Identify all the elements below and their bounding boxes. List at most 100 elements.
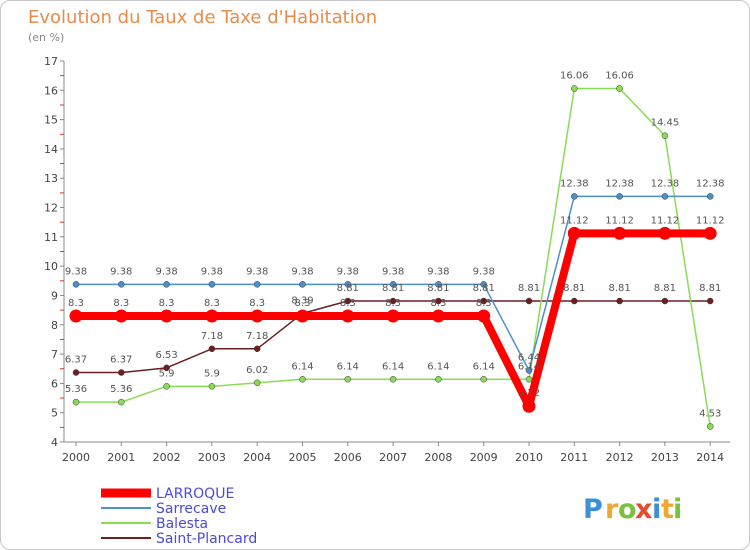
y-tick-label: 7	[51, 348, 58, 361]
data-label: 8.3	[476, 298, 492, 309]
data-label: 8.3	[249, 298, 265, 309]
data-point	[571, 193, 577, 199]
data-point	[432, 309, 445, 322]
data-label: 8.3	[68, 298, 84, 309]
data-label: 7.18	[246, 331, 268, 342]
data-label: 12.38	[651, 178, 680, 189]
data-label: 5.9	[159, 368, 175, 379]
logo-letter: x	[635, 494, 652, 525]
data-point	[613, 227, 626, 240]
data-point	[296, 309, 309, 322]
data-point	[617, 298, 623, 304]
data-point	[390, 376, 396, 382]
data-label: 6.14	[427, 361, 449, 372]
data-point	[118, 281, 124, 287]
data-label: 9.38	[382, 266, 404, 277]
data-point	[115, 309, 128, 322]
data-point	[254, 346, 260, 352]
data-label: 8.3	[430, 298, 446, 309]
y-tick-label: 8	[51, 319, 58, 332]
data-label: 9.38	[473, 266, 495, 277]
data-label: 6.44	[518, 352, 540, 363]
data-label: 11.12	[696, 215, 725, 226]
data-label: 6.37	[110, 355, 132, 366]
data-label: 8.81	[518, 283, 540, 294]
data-point	[571, 298, 577, 304]
logo-letter: i	[673, 494, 682, 525]
data-label: 6.14	[473, 361, 495, 372]
data-label: 9.38	[291, 266, 313, 277]
data-label: 5.22	[518, 388, 540, 399]
data-point	[70, 309, 83, 322]
y-tick-label: 10	[44, 260, 58, 273]
data-point	[387, 309, 400, 322]
x-tick-label: 2000	[62, 451, 90, 464]
chart-frame: Evolution du Taux de Taxe d'Habitation (…	[0, 0, 750, 550]
data-point	[704, 227, 717, 240]
data-point	[160, 309, 173, 322]
data-label: 9.38	[246, 266, 268, 277]
data-label: 8.81	[699, 283, 721, 294]
y-tick-label: 15	[44, 114, 58, 127]
logo-letter: i	[652, 494, 661, 525]
data-point	[254, 380, 260, 386]
data-label: 8.81	[608, 283, 630, 294]
data-point	[477, 309, 490, 322]
y-tick-label: 4	[51, 436, 58, 449]
chart-plot: 45678910111213141516172000 2001 2002 2003 20…	[1, 1, 750, 550]
data-label: 8.81	[382, 283, 404, 294]
x-tick-label: 2008	[424, 451, 452, 464]
x-tick-label: 2012	[606, 451, 634, 464]
data-label: 11.12	[560, 215, 589, 226]
legend-label: Saint-Plancard	[156, 531, 257, 547]
data-label: 9.38	[337, 266, 359, 277]
data-point	[707, 423, 713, 429]
data-point	[118, 399, 124, 405]
x-tick-label: 2013	[651, 451, 679, 464]
data-label: 5.9	[204, 368, 220, 379]
data-label: 6.14	[337, 361, 359, 372]
data-label: 4.53	[699, 408, 721, 419]
proxiti-logo: Pr ox i t i	[583, 494, 682, 525]
data-point	[658, 227, 671, 240]
legend-label: Balesta	[156, 516, 208, 532]
data-label: 9.38	[427, 266, 449, 277]
x-tick-label: 2009	[470, 451, 498, 464]
data-label: 6.02	[246, 365, 268, 376]
legend-label: Sarrecave	[156, 501, 226, 517]
data-point	[617, 86, 623, 92]
x-tick-label: 2005	[289, 451, 317, 464]
data-label: 8.81	[563, 283, 585, 294]
data-label: 6.37	[65, 355, 87, 366]
x-tick-label: 2001	[107, 451, 135, 464]
x-tick-label: 2003	[198, 451, 226, 464]
data-point	[300, 376, 306, 382]
y-tick-label: 12	[44, 202, 58, 215]
data-point	[73, 281, 79, 287]
data-point	[73, 370, 79, 376]
data-label: 14.45	[651, 118, 680, 129]
data-point	[526, 298, 532, 304]
data-label: 16.06	[560, 71, 589, 82]
data-point	[662, 133, 668, 139]
data-label: 11.12	[605, 215, 634, 226]
data-point	[205, 309, 218, 322]
logo-letter: o	[618, 494, 637, 525]
data-label: 6.14	[382, 361, 404, 372]
y-tick-label: 13	[44, 172, 58, 185]
data-point	[571, 86, 577, 92]
x-tick-label: 2014	[696, 451, 724, 464]
y-tick-label: 14	[44, 143, 58, 156]
logo-letter: P	[583, 494, 603, 525]
data-point	[209, 346, 215, 352]
x-tick-label: 2010	[515, 451, 543, 464]
data-point	[73, 399, 79, 405]
data-point	[251, 309, 264, 322]
data-label: 8.81	[337, 283, 359, 294]
data-label: 12.38	[696, 178, 725, 189]
x-tick-label: 2006	[334, 451, 362, 464]
data-label: 9.38	[201, 266, 223, 277]
chart-axes: 45678910111213141516172000 2001 2002 2003 20…	[44, 55, 730, 464]
data-label: 16.06	[605, 71, 634, 82]
data-point	[526, 376, 532, 382]
